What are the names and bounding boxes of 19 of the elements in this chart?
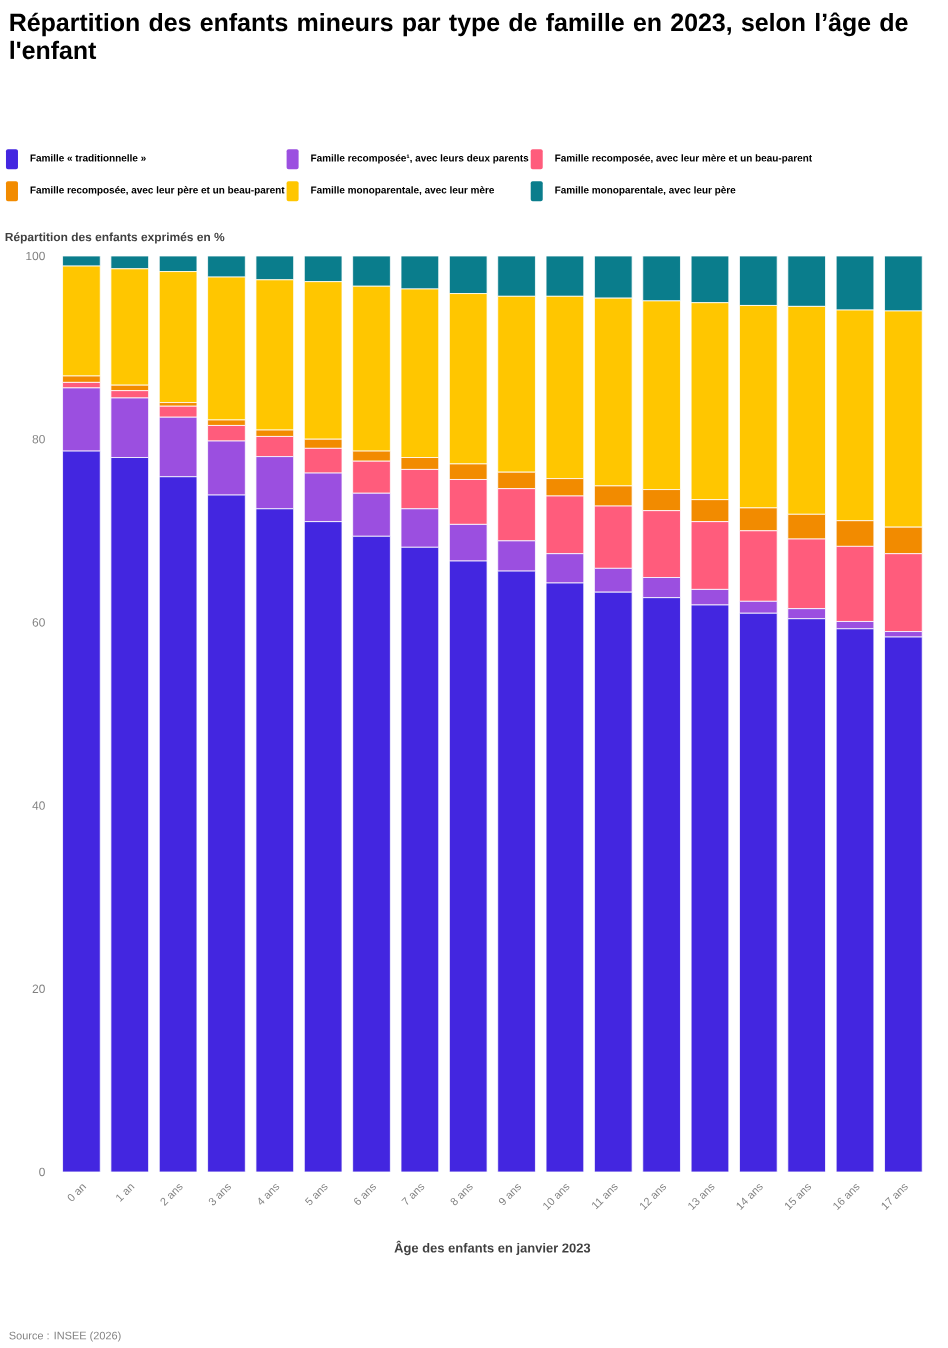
bar [690, 604, 729, 1172]
bar [545, 583, 584, 1172]
bar [207, 495, 246, 1172]
bar [62, 451, 101, 1172]
bar [304, 521, 342, 1172]
bar [883, 636, 923, 1172]
bar [400, 547, 439, 1172]
bar [497, 571, 536, 1172]
bar [110, 457, 149, 1172]
bar [739, 613, 777, 1172]
bar [159, 476, 197, 1172]
chart-title: Répartition des enfants mineurs par type de famille en 2023, selon l’âge de l'enfant [10, 12, 908, 60]
bar [449, 561, 487, 1172]
bar [255, 508, 294, 1172]
bar [594, 592, 632, 1172]
bar [642, 597, 681, 1172]
bar [787, 618, 826, 1172]
bar [835, 628, 874, 1172]
bar [352, 536, 391, 1172]
